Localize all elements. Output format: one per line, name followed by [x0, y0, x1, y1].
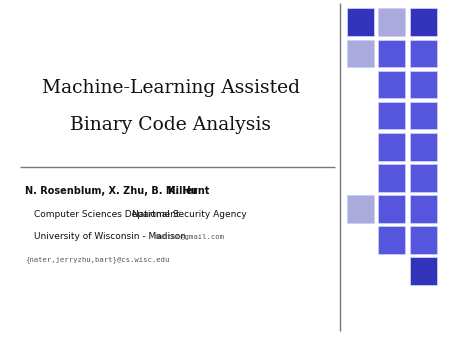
Bar — [378, 102, 405, 129]
Bar — [346, 8, 374, 36]
Bar — [378, 8, 405, 36]
Bar — [378, 40, 405, 67]
Text: University of Wisconsin - Madison: University of Wisconsin - Madison — [34, 232, 186, 241]
Bar — [346, 195, 374, 223]
Text: K. Hunt: K. Hunt — [168, 186, 210, 196]
Bar — [410, 102, 436, 129]
Text: Computer Sciences Department: Computer Sciences Department — [34, 210, 180, 219]
Text: {nater,jerryzhu,bart}@cs.wisc.edu: {nater,jerryzhu,bart}@cs.wisc.edu — [25, 256, 169, 263]
Bar — [378, 226, 405, 254]
Bar — [378, 164, 405, 192]
Text: huntkc@gmail.com: huntkc@gmail.com — [154, 234, 224, 240]
Text: Binary Code Analysis: Binary Code Analysis — [71, 116, 271, 134]
Bar — [378, 133, 405, 161]
Text: N. Rosenblum, X. Zhu, B. Miller: N. Rosenblum, X. Zhu, B. Miller — [25, 186, 197, 196]
Bar — [410, 71, 436, 98]
Bar — [346, 40, 374, 67]
Text: Machine-Learning Assisted: Machine-Learning Assisted — [42, 79, 300, 97]
Bar — [410, 195, 436, 223]
Text: National Security Agency: National Security Agency — [131, 210, 247, 219]
Bar — [410, 257, 436, 285]
Bar — [410, 226, 436, 254]
Bar — [378, 195, 405, 223]
Bar — [410, 40, 436, 67]
Bar — [378, 71, 405, 98]
Bar — [410, 8, 436, 36]
Bar — [410, 164, 436, 192]
Bar — [410, 133, 436, 161]
